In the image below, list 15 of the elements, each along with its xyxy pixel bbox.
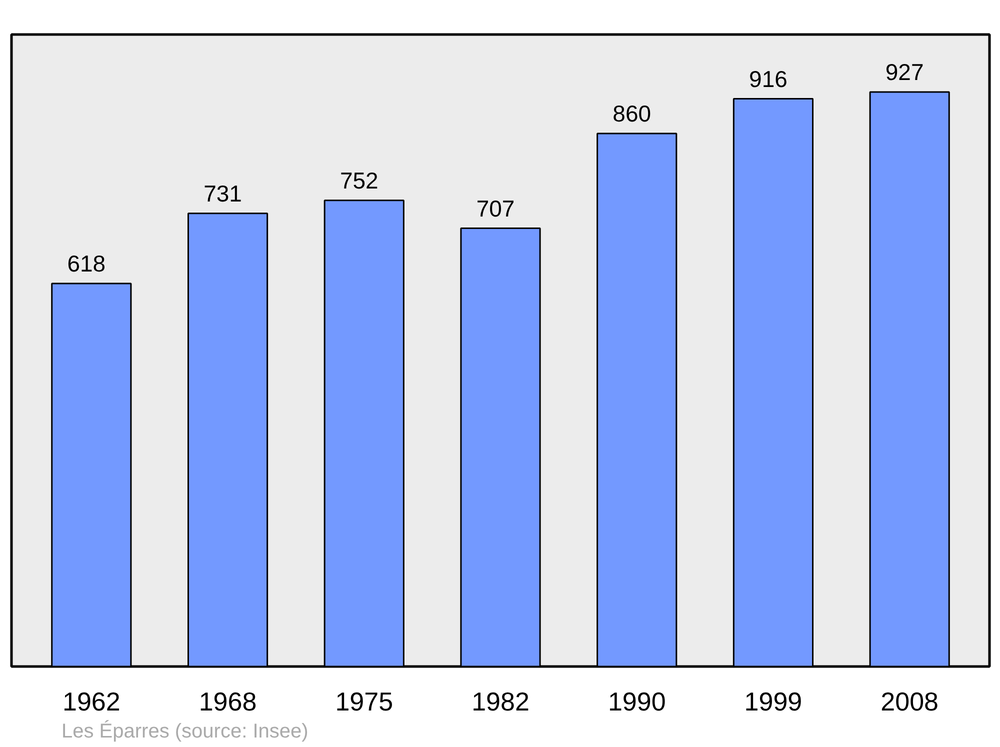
x-tick-label: 2008	[880, 686, 939, 716]
data-label: 752	[340, 167, 378, 194]
data-label: 618	[67, 250, 106, 276]
x-tick-label: 1975	[335, 686, 394, 716]
data-label: 707	[476, 195, 515, 222]
x-tick-label: 1982	[472, 686, 530, 716]
x-tick-label: 1962	[62, 686, 120, 716]
x-tick-label: 1999	[744, 686, 802, 716]
data-label: 860	[612, 100, 652, 126]
x-tick-label: 1990	[608, 686, 666, 716]
data-label: 731	[204, 180, 242, 206]
data-label: 916	[749, 66, 788, 92]
data-label: 927	[885, 58, 924, 85]
text: Les Éparres (source: Insee)	[62, 720, 308, 742]
x-tick-label: 1968	[198, 686, 257, 716]
